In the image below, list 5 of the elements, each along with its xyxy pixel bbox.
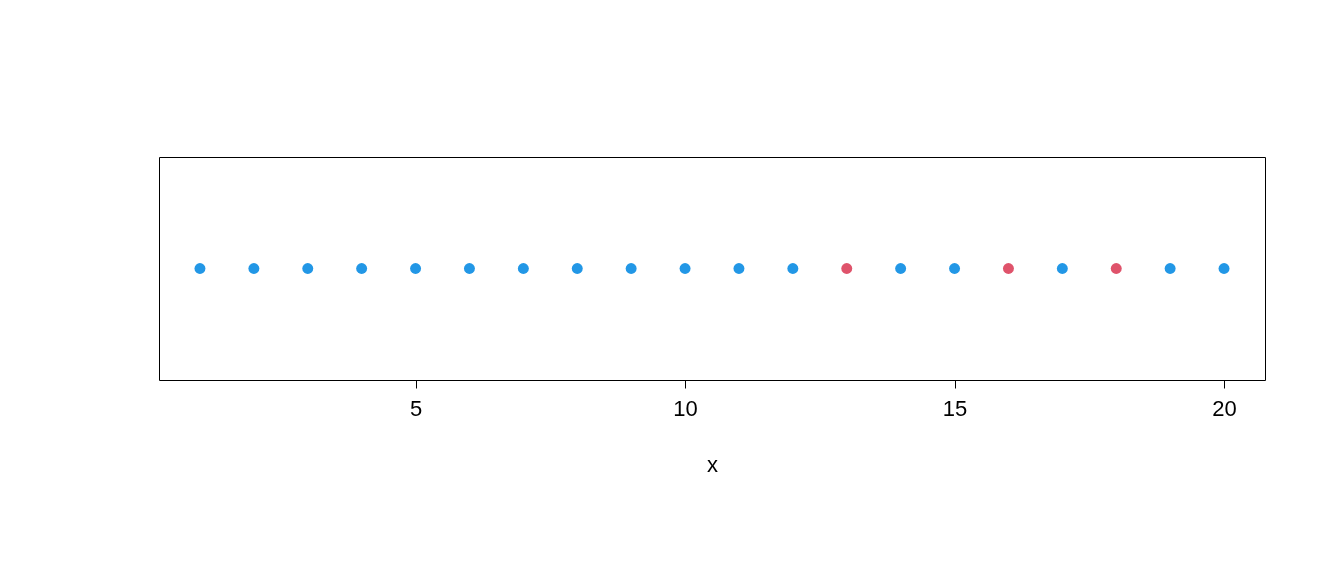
x-tick-label: 20 — [1212, 395, 1237, 421]
x-tick-label: 10 — [673, 395, 698, 421]
x-tick-label: 5 — [409, 395, 423, 421]
x-axis-title: x — [707, 451, 718, 477]
x-tick-label: 15 — [942, 395, 968, 421]
